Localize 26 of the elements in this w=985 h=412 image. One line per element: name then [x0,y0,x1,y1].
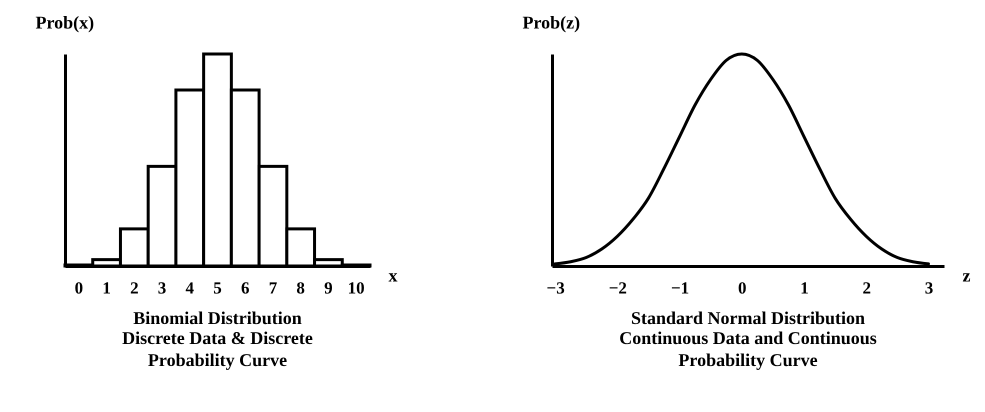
x-tick-label: 7 [268,278,278,298]
x-axis-title: x [388,266,398,286]
x-tick-label: 8 [296,278,305,298]
x-tick-label: 2 [862,278,871,298]
x-tick-label: 4 [186,278,195,298]
x-tick-label: 3 [924,278,934,298]
x-tick-label: 0 [74,278,84,298]
x-tick-label: −3 [546,278,565,298]
x-tick-label: 1 [102,278,111,298]
y-axis-title: Prob(x) [36,12,94,32]
text: Standard Normal Distribution [630,308,866,328]
y-axis-title: Prob(z) [522,12,580,32]
x-tick-label: 3 [158,278,166,298]
x-tick-label: 5 [213,278,222,298]
x-tick-label: 1 [800,278,809,298]
x-tick-label: −2 [608,278,627,298]
x-axis-title: z [962,266,970,286]
text: Continuous Data and Continuous Probability Curve [619,328,877,370]
x-tick-label: 10 [348,278,365,298]
text: Binomial Distribution [133,308,302,328]
x-tick-label: −1 [670,278,690,298]
x-tick-label: 9 [324,278,333,298]
x-tick-label: 0 [738,278,747,298]
text: Discrete Data & Discrete Probability Curve [122,328,313,370]
x-tick-label: 6 [240,278,250,298]
x-tick-label: 2 [130,278,139,298]
